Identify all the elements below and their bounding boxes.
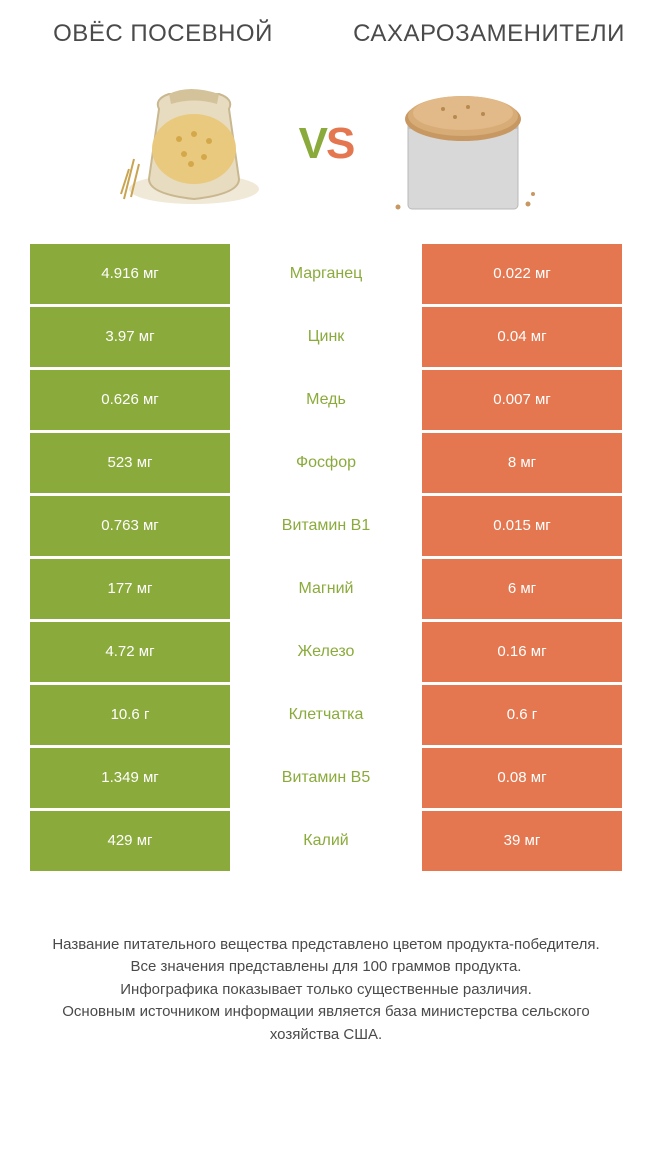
left-value-cell: 523 мг bbox=[30, 433, 230, 493]
left-value-cell: 10.6 г bbox=[30, 685, 230, 745]
nutrient-label: Марганец bbox=[230, 244, 422, 304]
right-value-cell: 0.6 г bbox=[422, 685, 622, 745]
nutrient-label: Фосфор bbox=[230, 433, 422, 493]
right-value-cell: 0.04 мг bbox=[422, 307, 622, 367]
left-product-title: ОВЁС ПОСЕВНОЙ bbox=[0, 20, 326, 49]
table-row: 1.349 мгВитамин B50.08 мг bbox=[30, 748, 622, 808]
footnote-line: Все значения представлены для 100 граммо… bbox=[30, 956, 622, 979]
table-row: 3.97 мгЦинк0.04 мг bbox=[30, 307, 622, 367]
header-titles: ОВЁС ПОСЕВНОЙ САХАРОЗАМЕНИТЕЛИ bbox=[0, 0, 652, 59]
left-product-image bbox=[99, 69, 279, 219]
table-row: 429 мгКалий39 мг bbox=[30, 811, 622, 871]
images-row: VS bbox=[0, 59, 652, 244]
nutrient-label: Цинк bbox=[230, 307, 422, 367]
left-value-cell: 4.916 мг bbox=[30, 244, 230, 304]
nutrient-label: Медь bbox=[230, 370, 422, 430]
right-value-cell: 0.08 мг bbox=[422, 748, 622, 808]
nutrient-label: Железо bbox=[230, 622, 422, 682]
vs-badge: VS bbox=[299, 119, 354, 169]
right-product-image bbox=[373, 69, 553, 219]
table-row: 0.626 мгМедь0.007 мг bbox=[30, 370, 622, 430]
nutrient-label: Витамин B5 bbox=[230, 748, 422, 808]
left-value-cell: 4.72 мг bbox=[30, 622, 230, 682]
nutrient-label: Клетчатка bbox=[230, 685, 422, 745]
table-row: 10.6 гКлетчатка0.6 г bbox=[30, 685, 622, 745]
vs-letter-v: V bbox=[299, 119, 326, 168]
table-row: 0.763 мгВитамин B10.015 мг bbox=[30, 496, 622, 556]
right-value-cell: 0.16 мг bbox=[422, 622, 622, 682]
footnote-line: Название питательного вещества представл… bbox=[30, 934, 622, 957]
sugar-cup-icon bbox=[373, 69, 553, 219]
left-value-cell: 0.626 мг bbox=[30, 370, 230, 430]
right-value-cell: 8 мг bbox=[422, 433, 622, 493]
vs-letter-s: S bbox=[326, 119, 353, 168]
table-row: 4.72 мгЖелезо0.16 мг bbox=[30, 622, 622, 682]
right-value-cell: 0.015 мг bbox=[422, 496, 622, 556]
right-value-cell: 6 мг bbox=[422, 559, 622, 619]
left-value-cell: 1.349 мг bbox=[30, 748, 230, 808]
infographic-container: ОВЁС ПОСЕВНОЙ САХАРОЗАМЕНИТЕЛИ VS bbox=[0, 0, 652, 1086]
table-row: 523 мгФосфор8 мг bbox=[30, 433, 622, 493]
table-row: 4.916 мгМарганец0.022 мг bbox=[30, 244, 622, 304]
left-value-cell: 429 мг bbox=[30, 811, 230, 871]
left-value-cell: 0.763 мг bbox=[30, 496, 230, 556]
left-value-cell: 3.97 мг bbox=[30, 307, 230, 367]
nutrient-label: Калий bbox=[230, 811, 422, 871]
right-product-title: САХАРОЗАМЕНИТЕЛИ bbox=[326, 20, 652, 49]
left-value-cell: 177 мг bbox=[30, 559, 230, 619]
footnote-line: Инфографика показывает только существенн… bbox=[30, 979, 622, 1002]
table-row: 177 мгМагний6 мг bbox=[30, 559, 622, 619]
right-value-cell: 0.022 мг bbox=[422, 244, 622, 304]
nutrient-label: Витамин B1 bbox=[230, 496, 422, 556]
comparison-table: 4.916 мгМарганец0.022 мг3.97 мгЦинк0.04 … bbox=[0, 244, 652, 871]
footnote-text: Название питательного вещества представл… bbox=[0, 874, 652, 1087]
footnote-line: Основным источником информации является … bbox=[30, 1001, 622, 1046]
oat-sack-icon bbox=[99, 69, 279, 219]
nutrient-label: Магний bbox=[230, 559, 422, 619]
right-value-cell: 39 мг bbox=[422, 811, 622, 871]
right-value-cell: 0.007 мг bbox=[422, 370, 622, 430]
